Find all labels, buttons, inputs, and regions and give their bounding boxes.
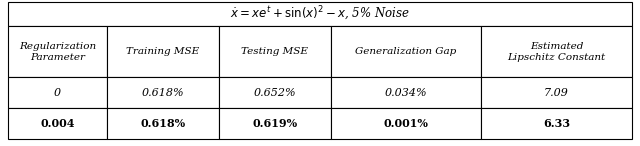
- Bar: [8, 2, 632, 26]
- Bar: [219, 108, 331, 139]
- Text: 0.652%: 0.652%: [253, 88, 296, 98]
- Bar: [8, 26, 107, 77]
- Bar: [481, 26, 632, 77]
- Text: 0.618%: 0.618%: [141, 88, 184, 98]
- Text: 7.09: 7.09: [544, 88, 569, 98]
- Text: Regularization
Parameter: Regularization Parameter: [19, 42, 96, 61]
- Bar: [107, 108, 219, 139]
- Text: Estimated
Lipschitz Constant: Estimated Lipschitz Constant: [508, 42, 605, 61]
- Text: $\dot{x} = xe^t + \sin(x)^2 - x$, 5% Noise: $\dot{x} = xe^t + \sin(x)^2 - x$, 5% Noi…: [230, 5, 410, 23]
- Bar: [107, 77, 219, 108]
- Text: 0.034%: 0.034%: [385, 88, 428, 98]
- Text: 0.618%: 0.618%: [140, 118, 186, 129]
- Text: 0: 0: [54, 88, 61, 98]
- Bar: [481, 108, 632, 139]
- Bar: [219, 26, 331, 77]
- Bar: [8, 77, 107, 108]
- Text: 6.33: 6.33: [543, 118, 570, 129]
- Bar: [219, 77, 331, 108]
- Bar: [107, 26, 219, 77]
- Bar: [331, 77, 481, 108]
- Text: 0.004: 0.004: [40, 118, 74, 129]
- Bar: [481, 77, 632, 108]
- Text: Training MSE: Training MSE: [126, 47, 200, 56]
- Text: 0.001%: 0.001%: [383, 118, 429, 129]
- Bar: [8, 108, 107, 139]
- Bar: [331, 26, 481, 77]
- Text: Testing MSE: Testing MSE: [241, 47, 308, 56]
- Text: 0.619%: 0.619%: [252, 118, 298, 129]
- Text: Generalization Gap: Generalization Gap: [355, 47, 457, 56]
- Bar: [331, 108, 481, 139]
